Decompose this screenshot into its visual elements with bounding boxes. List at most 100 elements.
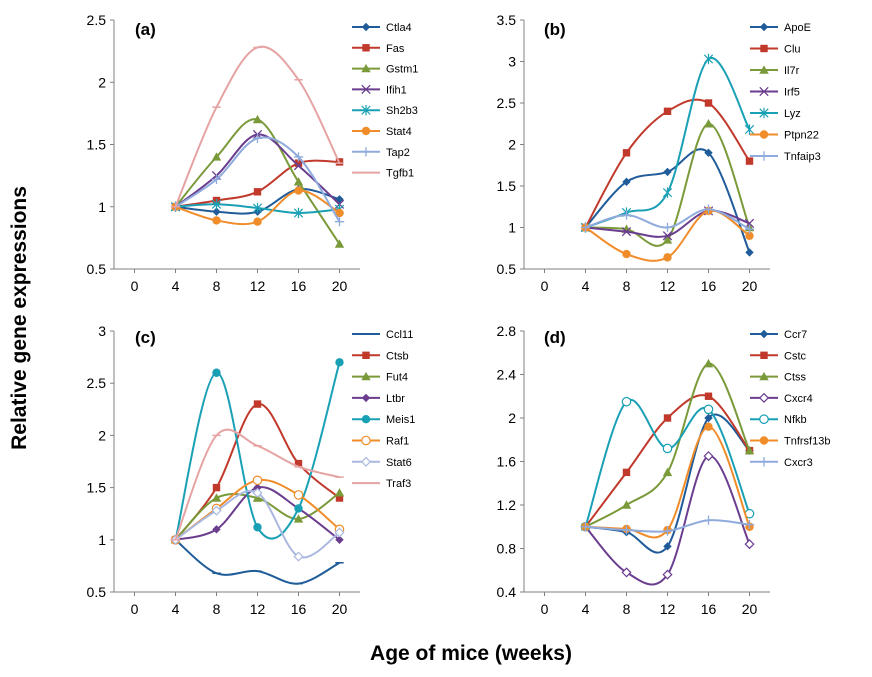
panel-a: 0.5 1 1.5 2 2.5 0 4 8 12 16 20 (a) Ctla4 Fas Gstm1 Ifih…	[87, 12, 419, 294]
panel-b-series-ptpn22-point	[745, 231, 754, 240]
panel-d-x-tick-label: 4	[582, 601, 590, 617]
panel-d-y-tick-label: 2	[508, 410, 516, 426]
panel-c-series-stat6-point	[293, 551, 304, 562]
legend-marker	[361, 63, 371, 73]
panel-c-series-ltbr-point	[335, 535, 344, 544]
legend-marker	[361, 147, 371, 157]
panel-c-series-ltbr-point	[212, 525, 221, 534]
panel-a-series-tgfb1-line	[174, 45, 341, 208]
panel-b-series-clu-point	[704, 99, 713, 107]
legend-marker	[759, 107, 769, 119]
legend-marker	[759, 371, 769, 381]
panel-a-series-sh2b3-point	[211, 199, 222, 210]
legend-marker	[759, 457, 769, 467]
panel-b-x-tick-label: 16	[701, 278, 717, 294]
panel-a-series-fas-point	[294, 159, 303, 167]
panel-d-series-cxcr4-point	[621, 567, 632, 578]
panel-d-series-nfkb-point	[662, 443, 673, 454]
panel-a-y-tick-label: 2	[98, 74, 106, 90]
panel-b-series-clu-point	[663, 107, 672, 115]
panel-d-series-cxcr4-point	[703, 451, 714, 462]
panel-d-legend-item-ccr7: Ccr7	[750, 329, 807, 341]
panel-c-y-tick-label: 2.5	[87, 375, 107, 391]
legend-label: Traf3	[386, 478, 411, 490]
panel-a-legend-item-gstm1: Gstm1	[352, 64, 418, 76]
panel-a-legend-item-ifih1: Ifih1	[352, 84, 407, 96]
panel-d-series-cxcr3	[580, 515, 755, 536]
legend-label: Fas	[386, 43, 405, 55]
panel-b-series-lyz	[580, 53, 755, 233]
panel-d-y-tick-label: 0.4	[497, 584, 517, 600]
legend-marker	[361, 415, 371, 424]
panel-d-series-ctss-line	[585, 362, 751, 528]
panel-b-series-clu-point	[622, 149, 631, 157]
panel-d-y-tick-label: 2.4	[497, 367, 517, 383]
panel-c-legend-item-traf3: Traf3	[352, 478, 411, 490]
legend-label: Raf1	[386, 436, 409, 448]
legend-marker	[361, 435, 371, 446]
panel-b-x-tick-label: 8	[623, 278, 631, 294]
panel-a-series-gstm1-point	[211, 152, 222, 161]
panel-a-y-tick-label: 1	[98, 199, 106, 215]
panel-b-series-tnfaip3-point	[621, 210, 632, 220]
panel-b-x-tick-label: 12	[660, 278, 676, 294]
panel-d-x-tick-label: 8	[623, 601, 631, 617]
panel-b-series-clu	[581, 98, 754, 232]
panel-a-series-stat4-point	[253, 217, 262, 226]
panel-c-series-ctsb-point	[212, 483, 221, 492]
panel-a-y-tick-label: 0.5	[87, 261, 107, 277]
legend-marker	[361, 84, 371, 95]
panel-a-x-tick-label: 12	[250, 278, 266, 294]
panel-d-series-ccr7-point	[663, 542, 672, 551]
panel-a-series-sh2b3-point	[252, 202, 263, 214]
panel-c-series-meis1-point	[335, 358, 344, 367]
panel-b-legend-item-il7r: Il7r	[750, 65, 800, 77]
panel-d-y-tick-label: 2.8	[497, 323, 517, 339]
panel-c-series-meis1-point	[212, 368, 221, 377]
panel-c-series-ccl11-line	[174, 539, 340, 585]
panel-a-x-tick-label: 8	[213, 278, 221, 294]
panel-b-series-apoe-point	[622, 177, 631, 187]
panel-b-y-tick-label: 3	[508, 54, 516, 70]
legend-marker	[360, 456, 372, 467]
panel-d: 0.4 0.8 1.2 1.6 2 2.4 2.8 0 4 8 12 16 20 (d) Ccr7 Cstc C…	[497, 323, 831, 617]
legend-label: Tnfaip3	[784, 151, 821, 163]
panel-c-series-stat6-point	[211, 505, 222, 516]
panel-d-series-ctss-point	[662, 467, 673, 477]
legend-marker	[361, 22, 371, 32]
legend-marker	[361, 126, 371, 136]
legend-marker	[759, 22, 769, 32]
panel-d-series-cxcr3-point	[744, 519, 755, 530]
panel-d-series-cxcr3-point	[703, 515, 714, 525]
legend-label: ApoE	[784, 22, 811, 34]
panel-c-x-tick-label: 8	[213, 601, 221, 617]
panel-a-legend-item-stat4: Stat4	[352, 126, 412, 138]
panel-c-legend-item-raf1: Raf1	[352, 436, 409, 448]
panel-b-series-apoe-point	[745, 248, 754, 257]
legend-marker	[759, 86, 769, 97]
panel-b-y-tick-label: 2	[508, 137, 516, 153]
panel-b-series-irf5-point	[744, 218, 755, 229]
panel-b-series-clu-line	[584, 98, 751, 228]
legend-marker	[759, 151, 769, 161]
legend-label: Ccr7	[784, 329, 807, 341]
panel-d-series-cxcr4-line	[584, 455, 751, 586]
panel-b-series-tnfaip3	[580, 204, 755, 234]
panel-c: 0.5 1 1.5 2 2.5 3 0 4 8 12 16 20 (c) Ccl11 Ctsb Fut4 Ltb…	[87, 323, 416, 617]
panel-a-y-tick-label: 2.5	[87, 12, 107, 28]
panel-b-series-clu-point	[745, 157, 754, 165]
panel-a-series-fas-point	[253, 188, 262, 196]
panel-d-series-cstc-point	[663, 414, 672, 422]
panel-a-series-tap2-point	[252, 133, 263, 143]
panel-a-series-gstm1-point	[334, 239, 345, 248]
panel-b-y-tick-label: 1.5	[497, 178, 517, 194]
panel-b: 0.5 1 1.5 2 2.5 3 3.5 0 4 8 12 16 20 (b) ApoE Clu Il7r Ir…	[497, 12, 821, 294]
panel-b-series-apoe-point	[663, 167, 672, 177]
legend-label: Ifih1	[386, 84, 407, 96]
panel-c-legend-item-ctsb: Ctsb	[352, 350, 409, 362]
panel-b-x-tick-label: 4	[582, 278, 590, 294]
panel-c-x-tick-label: 0	[131, 601, 139, 617]
panel-d-y-tick-label: 1.6	[497, 454, 517, 470]
panel-a-legend-item-tgfb1: Tgfb1	[352, 168, 414, 180]
panel-b-y-tick-label: 0.5	[497, 261, 517, 277]
